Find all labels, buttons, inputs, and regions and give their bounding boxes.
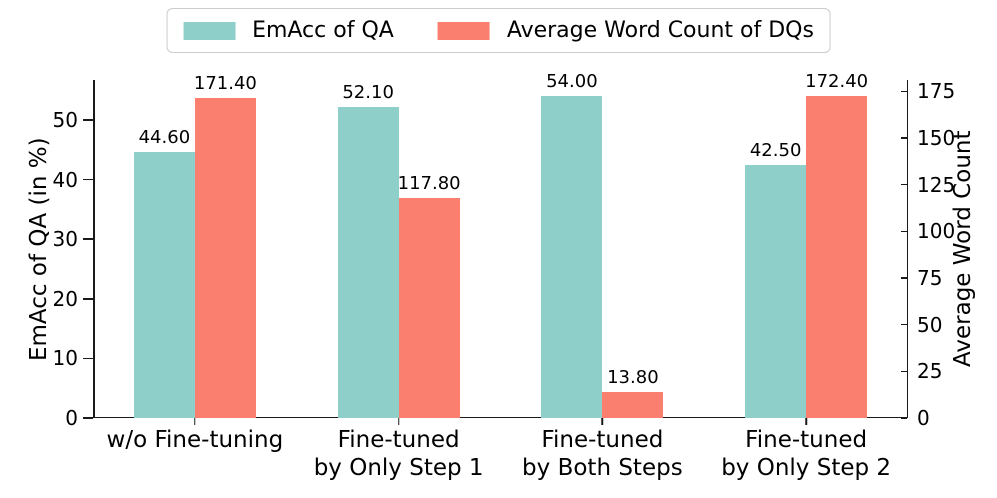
bar-group: 54.00 13.80: [501, 72, 705, 418]
right-y-tick-label: 75: [917, 265, 943, 290]
x-tick-mark: [194, 418, 196, 425]
left-y-tick-mark: [83, 178, 93, 181]
left-spine: [93, 80, 95, 418]
right-y-tick-mark: [901, 137, 907, 139]
bar-value-label: 42.50: [749, 139, 802, 161]
right-y-tick-mark: [901, 183, 907, 186]
bar-emacc: [133, 152, 195, 418]
right-y-tick-mark: [901, 277, 907, 279]
x-tick-mark: [601, 418, 604, 425]
bar-emacc: [337, 107, 399, 418]
right-y-tick-mark: [901, 417, 907, 419]
bar-value-label: 171.40: [193, 72, 257, 94]
x-tick-mark: [397, 418, 400, 425]
left-y-tick-label: 50: [52, 107, 78, 132]
legend-label: Average Word Count of DQs: [506, 18, 814, 43]
bar-group: 42.50 172.40: [704, 72, 908, 418]
legend: EmAcc of QA Average Word Count of DQs: [166, 8, 831, 53]
x-tick-label: w/o Fine-tuning: [106, 427, 284, 453]
left-y-tick-label: 40: [52, 167, 78, 192]
bar-value-label: 13.80: [607, 367, 659, 389]
left-y-tick-mark: [83, 119, 93, 121]
bar-wordcount: [602, 392, 664, 418]
x-tick-label: Fine-tuned by Only Step 2: [721, 427, 892, 481]
left-y-tick-mark: [83, 238, 93, 240]
bar-value-label: 54.00: [546, 71, 598, 93]
right-y-tick-label: 0: [917, 406, 930, 430]
bar-value-label: 52.10: [342, 82, 394, 104]
right-y-tick-label: 175: [917, 79, 956, 104]
left-y-tick-mark: [83, 417, 93, 419]
plot-area: 44.60 171.40 w/o Fine-tuning 52.10 117.80 Fin…: [53, 72, 956, 481]
legend-swatch-wordcount: [437, 21, 490, 40]
left-y-tick-label: 10: [52, 346, 78, 371]
bar-emacc: [745, 164, 807, 418]
left-y-tick-label: 0: [65, 406, 78, 430]
right-y-tick-mark: [901, 230, 907, 232]
x-tick-mark: [805, 418, 807, 425]
bar-value-label: 117.80: [397, 173, 461, 194]
bottom-spine: [93, 416, 908, 418]
right-y-tick-label: 25: [917, 359, 943, 384]
right-spine: [906, 80, 908, 418]
right-y-tick-label: 50: [917, 312, 943, 337]
x-tick-label: Fine-tuned by Only Step 1: [313, 427, 484, 481]
bar-value-label: 172.40: [805, 71, 869, 93]
bar-wordcount: [806, 96, 868, 418]
right-y-tick-mark: [901, 370, 907, 373]
legend-swatch-emacc: [183, 21, 236, 40]
left-y-tick-label: 20: [52, 286, 78, 311]
right-y-tick-label: 100: [917, 219, 956, 244]
left-axis-title: EmAcc of QA (in %): [26, 137, 52, 361]
right-y-tick-label: 150: [917, 125, 956, 150]
x-tick-label: Fine-tuned by Both Steps: [522, 427, 683, 481]
bar-wordcount: [398, 198, 460, 418]
bar-wordcount: [194, 97, 256, 418]
left-y-tick-mark: [83, 298, 93, 300]
left-y-tick-mark: [83, 357, 93, 360]
bar-value-label: 44.60: [138, 127, 191, 149]
bar-group: 44.60 171.40: [93, 73, 297, 418]
legend-label: EmAcc of QA: [252, 18, 394, 43]
right-y-tick-mark: [901, 90, 907, 92]
legend-item: EmAcc of QA: [183, 18, 394, 43]
bar-emacc: [541, 96, 603, 418]
legend-item: Average Word Count of DQs: [437, 18, 814, 43]
right-y-tick-mark: [901, 323, 907, 326]
bar-group: 52.10 117.80: [297, 80, 501, 418]
left-y-tick-label: 30: [52, 227, 78, 252]
right-y-tick-label: 125: [917, 172, 956, 197]
